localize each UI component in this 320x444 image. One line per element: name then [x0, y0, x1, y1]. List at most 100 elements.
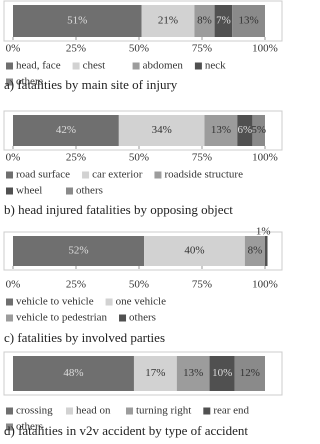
legend-label: others [16, 76, 43, 88]
legend-swatch [6, 187, 13, 195]
bar-segment [133, 356, 177, 391]
value-label: 6% [238, 124, 253, 136]
legend-swatch [72, 62, 80, 70]
chart-title: a) fatalities by main site of injury [4, 77, 178, 92]
chart-title: c) fatalities by involved parties [4, 330, 165, 345]
legend-swatch [203, 407, 211, 415]
legend-swatch [6, 62, 13, 70]
legend-label: others [16, 421, 43, 433]
legend-swatch [6, 171, 13, 179]
x-tick-label: 25% [66, 43, 86, 55]
bar-segment [204, 115, 238, 146]
legend-swatch [6, 298, 13, 306]
value-label: 8% [248, 245, 263, 257]
legend-label: vehicle to vehicle [16, 296, 94, 308]
bar-segment [232, 5, 265, 37]
x-tick-label: 0% [6, 43, 21, 55]
legend-label: head on [76, 405, 111, 417]
legend-swatch [105, 298, 113, 306]
bar-segment [118, 115, 205, 146]
bar-segment [13, 236, 145, 266]
legend-swatch [66, 407, 73, 415]
legend-swatch [126, 407, 133, 415]
legend-label: others [129, 312, 156, 324]
legend-label: head, face [16, 60, 61, 72]
value-label: 34% [152, 124, 172, 136]
legend-label: car exterior [92, 169, 143, 181]
value-label: 13% [183, 367, 203, 379]
legend-swatch [82, 171, 90, 179]
chart-title: b) head injured fatalities by opposing o… [4, 202, 233, 217]
legend-label: chest [83, 60, 106, 72]
value-label: 10% [212, 367, 232, 379]
legend-label: turning right [136, 405, 191, 417]
legend-swatch [132, 62, 140, 70]
value-label: 1% [256, 226, 271, 238]
bar-segment [244, 236, 265, 266]
legend-swatch [6, 78, 13, 86]
bar-segment [13, 5, 142, 37]
legend-swatch [6, 407, 13, 415]
x-tick-label: 100% [252, 152, 278, 164]
legend-swatch [6, 314, 13, 322]
legend-label: rear end [213, 405, 249, 417]
bar-segment [13, 356, 134, 391]
bar-segment [176, 356, 210, 391]
plot-frame [3, 0, 283, 42]
bar-segment [252, 115, 265, 146]
plot-frame [3, 231, 283, 271]
legend-swatch [194, 62, 202, 70]
value-label: 21% [158, 15, 178, 27]
chart-title: d) fatalities in v2v accident by type of… [4, 423, 248, 438]
legend-swatch [6, 423, 13, 431]
x-tick-label: 25% [66, 279, 86, 291]
chart: 0% 25% 50% 75% 100% 51% 21% 8% 7% 13% head, face ch… [3, 0, 283, 438]
value-label: 13% [211, 124, 231, 136]
value-label: 52% [68, 245, 88, 257]
x-tick-label: 75% [192, 43, 212, 55]
bar-segment [214, 5, 233, 37]
bar-segment [141, 5, 195, 37]
x-tick-label: 75% [192, 152, 212, 164]
legend-swatch [119, 314, 127, 322]
bar-segment [209, 356, 235, 391]
bar-segment [237, 115, 253, 146]
x-tick-label: 25% [66, 152, 86, 164]
legend-label: neck [205, 60, 226, 72]
value-label: 17% [145, 367, 165, 379]
legend-label: others [76, 185, 103, 197]
legend-label: vehicle to pedestrian [16, 312, 108, 324]
value-label: 8% [197, 15, 212, 27]
x-tick-label: 50% [129, 152, 149, 164]
value-label: 40% [184, 245, 204, 257]
bar-segment [144, 236, 245, 266]
x-tick-label: 100% [252, 43, 278, 55]
value-label: 48% [63, 367, 83, 379]
legend-label: crossing [16, 405, 53, 417]
plot-frame [3, 351, 283, 396]
legend-label: wheel [16, 185, 42, 197]
x-tick-label: 75% [192, 279, 212, 291]
plot-frame [3, 110, 283, 151]
bar-segment [13, 115, 119, 146]
x-tick-label: 50% [129, 43, 149, 55]
legend-swatch [66, 187, 73, 195]
value-label: 7% [216, 15, 231, 27]
legend-label: one vehicle [116, 296, 167, 308]
value-label: 42% [56, 124, 76, 136]
value-label: 51% [67, 15, 87, 27]
legend-label: abdomen [143, 60, 184, 72]
x-tick-label: 100% [252, 279, 278, 291]
value-label: 13% [239, 15, 259, 27]
bar-segment [265, 236, 268, 266]
value-label: 12% [240, 367, 260, 379]
value-label: 5% [251, 124, 266, 136]
x-tick-label: 50% [129, 279, 149, 291]
bar-segment [194, 5, 215, 37]
x-tick-label: 0% [6, 279, 21, 291]
legend-swatch [154, 171, 162, 179]
x-tick-label: 0% [6, 152, 21, 164]
legend-label: road surface [16, 169, 70, 181]
bar-segment [234, 356, 265, 391]
legend-label: roadside structure [164, 169, 243, 181]
